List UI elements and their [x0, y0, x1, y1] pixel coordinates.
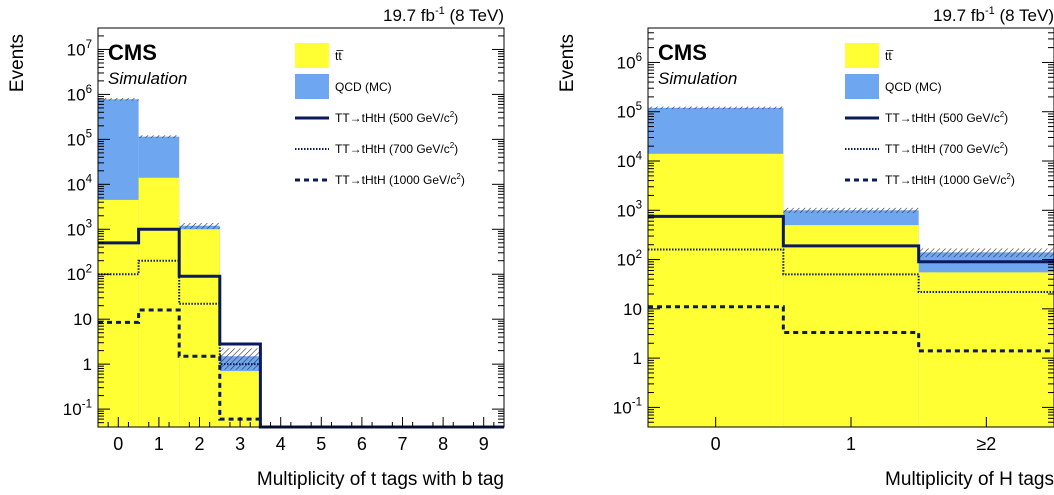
- lumi-label: 19.7 fb-1 (8 TeV): [383, 5, 504, 25]
- x-tick-label: 0: [113, 434, 123, 454]
- uncertainty-band-2: [179, 222, 220, 229]
- legend-label: tt̅: [335, 49, 344, 63]
- bar-ttbar-2: [179, 229, 220, 427]
- chart-panel-1: 10-1 1 10 102 103 104 105 106 107 0 1 2 3 4 5 6 7 8 9 Multi…: [7, 5, 505, 490]
- x-tick-label: 2: [194, 434, 204, 454]
- legend-label: TT→tHtH (1000 GeV/c2): [885, 172, 1015, 187]
- simulation-label: Simulation: [658, 69, 737, 88]
- y-tick-label: 104: [617, 150, 643, 171]
- y-tick-label: 10: [623, 300, 642, 319]
- uncertainty-band-1: [783, 207, 919, 214]
- y-tick-label: 102: [67, 264, 92, 285]
- y-tick-label: 10-1: [613, 397, 642, 418]
- uncertainty-band-0: [648, 106, 784, 110]
- y-tick-label: 104: [67, 174, 93, 195]
- y-tick-label: 105: [67, 129, 92, 150]
- cms-label: CMS: [108, 40, 157, 65]
- y-axis-title: Events: [7, 34, 28, 92]
- bar-ttbar-1: [783, 225, 919, 427]
- simulation-label: Simulation: [108, 69, 187, 88]
- legend-label: TT→tHtH (700 GeV/c2): [885, 141, 1008, 156]
- legend-label: TT→tHtH (500 GeV/c2): [885, 110, 1008, 125]
- uncertainty-band-1: [138, 135, 180, 139]
- y-tick-label: 1: [83, 355, 92, 374]
- x-tick-label: 1: [846, 434, 856, 454]
- y-tick-label: 106: [67, 84, 92, 105]
- x-tick-label: 0: [711, 434, 721, 454]
- x-tick-label: 9: [479, 434, 489, 454]
- y-tick-label: 1: [633, 349, 642, 368]
- legend-label: TT→tHtH (500 GeV/c2): [335, 110, 458, 125]
- legend-swatch-qcd: [295, 74, 329, 99]
- y-tick-label: 102: [617, 249, 642, 270]
- y-tick-label: 10-1: [63, 398, 92, 419]
- uncertainty-band-≥2: [918, 248, 1054, 258]
- cms-label: CMS: [658, 40, 707, 65]
- plot-frame: [97, 27, 505, 428]
- x-axis-title: Multiplicity of H tags: [885, 469, 1054, 490]
- signal-line-3: [98, 308, 504, 429]
- legend-label: QCD (MC): [335, 80, 392, 94]
- uncertainty-band-0: [98, 97, 139, 101]
- signal-line-1: [648, 214, 1054, 264]
- x-tick-label: ≥2: [976, 434, 996, 454]
- bar-ttbar-0: [98, 199, 139, 427]
- bar-ttbar-1: [138, 177, 180, 427]
- legend-label: QCD (MC): [885, 80, 942, 94]
- bar-ttbar-0: [648, 153, 784, 428]
- legend-swatch-ttbar: [845, 43, 879, 68]
- legend-swatch-qcd: [845, 74, 879, 99]
- y-tick-label: 105: [617, 101, 642, 122]
- y-tick-label: 106: [617, 52, 642, 73]
- y-tick-label: 107: [67, 39, 92, 60]
- legend-swatch-ttbar: [295, 43, 329, 68]
- uncertainty-band-3: [219, 348, 261, 370]
- y-axis-title: Events: [557, 34, 578, 92]
- x-axis-title: Multiplicity of t tags with b tag: [257, 469, 504, 490]
- legend-label: tt̅: [885, 49, 894, 63]
- x-tick-label: 8: [438, 434, 448, 454]
- y-tick-label: 103: [617, 200, 642, 221]
- x-tick-label: 6: [357, 434, 367, 454]
- y-tick-label: 103: [67, 219, 92, 240]
- x-tick-label: 3: [235, 434, 245, 454]
- signal-line-3: [648, 305, 1054, 353]
- x-tick-label: 4: [276, 434, 286, 454]
- chart-panel-2: 10-1 1 10 102 103 104 105 106 0 1 ≥2 Multiplicity o…: [557, 5, 1054, 490]
- x-tick-label: 1: [154, 434, 164, 454]
- x-tick-label: 5: [316, 434, 326, 454]
- legend-label: TT→tHtH (1000 GeV/c2): [335, 172, 465, 187]
- x-tick-label: 7: [397, 434, 407, 454]
- legend-label: TT→tHtH (700 GeV/c2): [335, 141, 458, 156]
- signal-line-2: [98, 259, 504, 428]
- y-tick-label: 10: [73, 310, 92, 329]
- lumi-label: 19.7 fb-1 (8 TeV): [933, 5, 1054, 25]
